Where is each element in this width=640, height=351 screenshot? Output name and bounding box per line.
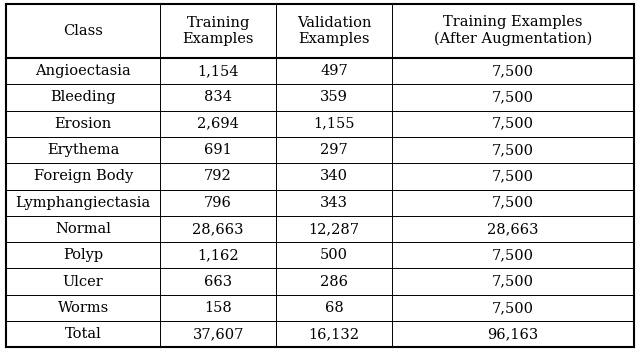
Text: 7,500: 7,500: [492, 117, 534, 131]
Text: Ulcer: Ulcer: [63, 275, 104, 289]
Text: 68: 68: [324, 301, 344, 315]
Text: 691: 691: [204, 143, 232, 157]
Text: Foreign Body: Foreign Body: [34, 169, 133, 183]
Text: Total: Total: [65, 327, 102, 341]
Text: 96,163: 96,163: [487, 327, 538, 341]
Text: 359: 359: [320, 90, 348, 104]
Text: 297: 297: [320, 143, 348, 157]
Text: 2,694: 2,694: [197, 117, 239, 131]
Text: 28,663: 28,663: [193, 222, 244, 236]
Text: 7,500: 7,500: [492, 301, 534, 315]
Text: Training
Examples: Training Examples: [182, 15, 254, 46]
Text: 497: 497: [320, 64, 348, 78]
Text: Normal: Normal: [55, 222, 111, 236]
Text: 7,500: 7,500: [492, 196, 534, 210]
Text: 1,162: 1,162: [197, 249, 239, 262]
Text: Validation
Examples: Validation Examples: [297, 15, 371, 46]
Text: Worms: Worms: [58, 301, 109, 315]
Text: 12,287: 12,287: [308, 222, 360, 236]
Text: 7,500: 7,500: [492, 249, 534, 262]
Text: 500: 500: [320, 249, 348, 262]
Text: Angioectasia: Angioectasia: [35, 64, 131, 78]
Text: 663: 663: [204, 275, 232, 289]
Text: 7,500: 7,500: [492, 275, 534, 289]
Text: 37,607: 37,607: [193, 327, 244, 341]
Text: 7,500: 7,500: [492, 90, 534, 104]
Text: 158: 158: [204, 301, 232, 315]
Text: 834: 834: [204, 90, 232, 104]
Text: Class: Class: [63, 24, 103, 38]
Text: Lymphangiectasia: Lymphangiectasia: [15, 196, 151, 210]
Text: Training Examples
(After Augmentation): Training Examples (After Augmentation): [434, 15, 592, 46]
Text: 340: 340: [320, 169, 348, 183]
Text: 286: 286: [320, 275, 348, 289]
Text: 1,154: 1,154: [197, 64, 239, 78]
Text: 792: 792: [204, 169, 232, 183]
Text: 796: 796: [204, 196, 232, 210]
Text: 7,500: 7,500: [492, 64, 534, 78]
Text: 16,132: 16,132: [308, 327, 360, 341]
Text: 7,500: 7,500: [492, 169, 534, 183]
Text: Bleeding: Bleeding: [51, 90, 116, 104]
Text: 343: 343: [320, 196, 348, 210]
Text: 7,500: 7,500: [492, 143, 534, 157]
Text: Erosion: Erosion: [54, 117, 112, 131]
Text: 28,663: 28,663: [487, 222, 539, 236]
Text: Erythema: Erythema: [47, 143, 120, 157]
Text: 1,155: 1,155: [314, 117, 355, 131]
Text: Polyp: Polyp: [63, 249, 103, 262]
